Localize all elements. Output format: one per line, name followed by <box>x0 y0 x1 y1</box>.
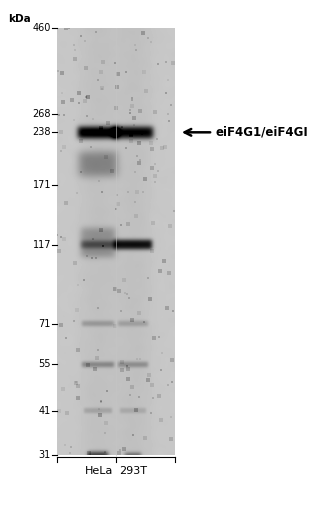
Text: 268: 268 <box>32 108 51 119</box>
Text: 460: 460 <box>33 23 51 33</box>
Text: 293T: 293T <box>119 466 147 476</box>
Text: 55: 55 <box>38 359 51 369</box>
Text: 71: 71 <box>39 319 51 329</box>
Text: 238: 238 <box>32 127 51 137</box>
Text: HeLa: HeLa <box>85 466 113 476</box>
Text: 41: 41 <box>39 406 51 416</box>
Text: kDa: kDa <box>8 14 31 24</box>
Text: 171: 171 <box>32 180 51 190</box>
Text: eiF4G1/eiF4GI: eiF4G1/eiF4GI <box>215 126 308 139</box>
Text: 31: 31 <box>39 450 51 460</box>
Text: 117: 117 <box>32 240 51 250</box>
